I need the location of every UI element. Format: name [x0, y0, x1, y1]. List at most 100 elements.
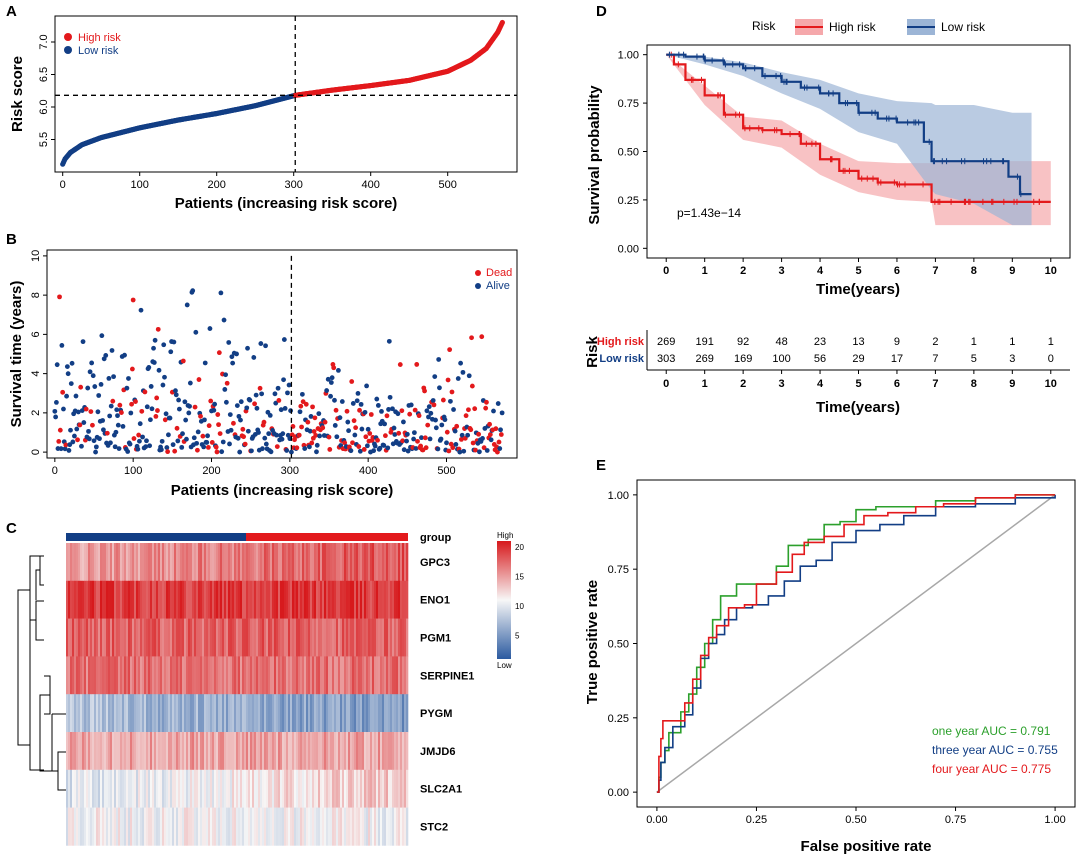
heatmap-cell: [90, 580, 93, 619]
heatmap-cell: [368, 580, 371, 619]
one-year-roc-curve: [656, 494, 1056, 793]
heatmap-cell: [128, 656, 131, 695]
legend-alive-label: Alive: [486, 280, 510, 292]
heatmap-cell: [234, 618, 237, 657]
heatmap-cell: [388, 807, 391, 846]
heatmap-cell: [136, 580, 139, 619]
heatmap-cell: [270, 694, 273, 733]
heatmap-cell: [298, 580, 301, 619]
heatmap-cell: [290, 580, 293, 619]
heatmap-cell: [192, 807, 195, 846]
heatmap-cell: [86, 543, 89, 582]
heatmap-cell: [296, 769, 299, 808]
heatmap-cell: [190, 694, 193, 733]
heatmap-cell: [346, 656, 349, 695]
alive-point: [457, 449, 463, 455]
heatmap-cell: [300, 807, 303, 846]
x-tick-label: 400: [359, 465, 377, 477]
heatmap-cell: [372, 807, 375, 846]
heatmap-cell: [312, 694, 315, 733]
heatmap-cell: [336, 656, 339, 695]
heatmap-cell: [326, 656, 329, 695]
heatmap-cell: [154, 769, 157, 808]
alive-point: [67, 442, 73, 448]
heatmap-cell: [252, 732, 255, 771]
heatmap-cell: [202, 769, 205, 808]
dead-point: [305, 419, 311, 425]
heatmap-cell: [148, 807, 151, 846]
heatmap-cell: [388, 580, 391, 619]
heatmap-cell: [202, 580, 205, 619]
dead-point: [155, 326, 161, 332]
heatmap-cell: [342, 807, 345, 846]
heatmap-cell: [190, 769, 193, 808]
heatmap-cell: [192, 580, 195, 619]
e-y-axis-title: True positive rate: [584, 580, 601, 704]
heatmap-cell: [174, 732, 177, 771]
alive-point: [354, 398, 360, 404]
heatmap-cell: [210, 580, 213, 619]
heatmap-cell: [88, 732, 91, 771]
heatmap-cell: [192, 769, 195, 808]
panel-label-e: E: [596, 457, 606, 474]
heatmap-cell: [370, 543, 373, 582]
heatmap-cell: [116, 543, 119, 582]
alive-point: [411, 436, 416, 442]
alive-point: [358, 401, 364, 407]
heatmap-cell: [360, 543, 363, 582]
risk-table-cell: 48: [775, 336, 787, 348]
heatmap-cell: [114, 807, 117, 846]
heatmap-cell: [366, 807, 369, 846]
heatmap-cell: [380, 580, 383, 619]
heatmap-cell: [406, 656, 409, 695]
dead-point: [357, 407, 362, 413]
heatmap-cell: [158, 543, 161, 582]
heatmap-cell: [384, 543, 387, 582]
heatmap-cell: [322, 694, 325, 733]
heatmap-cell: [392, 769, 395, 808]
heatmap-cell: [68, 580, 71, 619]
alive-point: [69, 360, 75, 366]
heatmap-cell: [396, 769, 399, 808]
heatmap-cell: [370, 807, 373, 846]
heatmap-color-legend: [497, 541, 511, 659]
heatmap-cell: [290, 694, 293, 733]
heatmap-cell: [316, 807, 319, 846]
alive-point: [193, 329, 199, 335]
heatmap-cell: [308, 580, 311, 619]
heatmap-cell: [278, 769, 281, 808]
alive-point: [451, 407, 456, 412]
heatmap-cell: [84, 656, 87, 695]
legend-low-label: Low: [497, 661, 512, 670]
heatmap-cell: [246, 618, 249, 657]
dead-point: [431, 402, 437, 408]
heat-legend-tick: 20: [515, 543, 524, 552]
heatmap-cell: [180, 580, 183, 619]
heatmap-cell: [216, 769, 219, 808]
heatmap-cell: [336, 769, 339, 808]
heatmap-cell: [334, 769, 337, 808]
heatmap-cell: [152, 769, 155, 808]
heatmap-cell: [314, 769, 317, 808]
heatmap-cell: [174, 769, 177, 808]
heatmap-cell: [394, 618, 397, 657]
heatmap-cell: [366, 656, 369, 695]
heatmap-cell: [206, 618, 209, 657]
heatmap-cell: [130, 543, 133, 582]
heatmap-cell: [258, 543, 261, 582]
gene-label-slc2a1: SLC2A1: [420, 784, 462, 796]
heatmap-cell: [280, 580, 283, 619]
dead-point: [88, 409, 94, 415]
heatmap-cell: [384, 732, 387, 771]
alive-point: [103, 353, 109, 358]
heatmap-cell: [276, 732, 279, 771]
heatmap-cell: [194, 732, 197, 771]
heatmap-cell: [342, 769, 345, 808]
heatmap-cell: [198, 580, 201, 619]
heatmap-cell: [406, 807, 409, 846]
heatmap-cell: [152, 807, 155, 846]
dead-point: [209, 440, 215, 445]
alive-point: [108, 403, 114, 409]
heatmap-cell: [154, 543, 157, 582]
heatmap-cell: [110, 618, 113, 657]
